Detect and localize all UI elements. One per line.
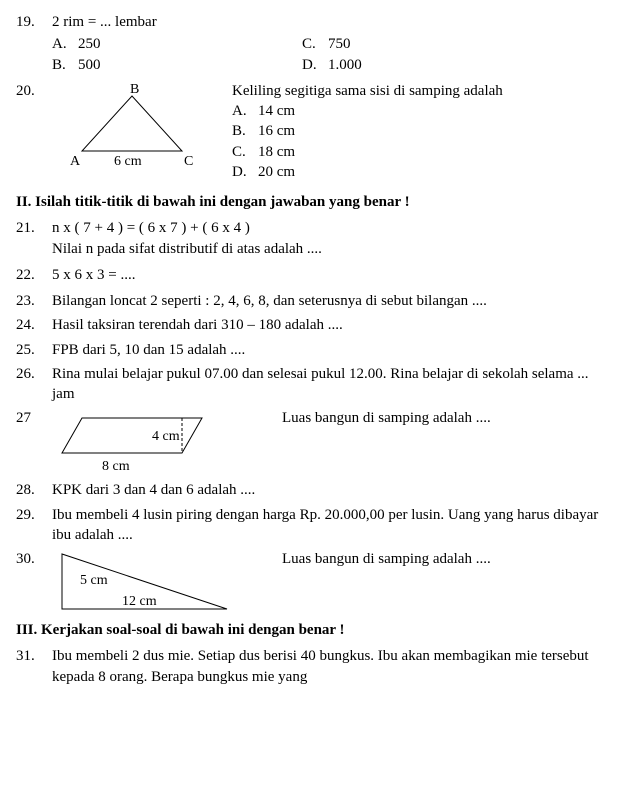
question-20: 20. B A C 6 cm Keliling segitiga sama si… (16, 81, 614, 182)
triangle-svg: B A C 6 cm (52, 81, 212, 171)
q19-optA-letter: A. (52, 34, 78, 54)
q21-number: 21. (16, 218, 52, 259)
q27-number: 27 (16, 408, 52, 428)
q19-optD-letter: D. (302, 55, 328, 75)
triangle-base: 6 cm (114, 154, 142, 169)
question-21: 21. n x ( 7 + 4 ) = ( 6 x 7 ) + ( 6 x 4 … (16, 218, 614, 259)
q20-prompt: Keliling segitiga sama sisi di samping a… (232, 81, 614, 101)
q19-number: 19. (16, 12, 52, 32)
right-triangle-svg: 5 cm 12 cm (52, 549, 242, 624)
q19-optC-letter: C. (302, 34, 328, 54)
q20-optC-letter: C. (232, 142, 258, 162)
q20-optD-letter: D. (232, 162, 258, 182)
triangle-label-A: A (70, 154, 81, 169)
q22-number: 22. (16, 265, 52, 285)
question-23: 23. Bilangan loncat 2 seperti : 2, 4, 6,… (16, 291, 614, 311)
q20-triangle: B A C 6 cm (52, 81, 232, 171)
question-27: 27 4 cm 8 cm Luas bangun di samping adal… (16, 408, 614, 478)
q20-optA-val: 14 cm (258, 101, 295, 121)
question-29: 29. Ibu membeli 4 lusin piring dengan ha… (16, 505, 614, 546)
q28-text: KPK dari 3 dan 4 dan 6 adalah .... (52, 480, 614, 500)
q19-optB-val: 500 (78, 55, 101, 75)
q19-optC-val: 750 (328, 34, 351, 54)
q25-text: FPB dari 5, 10 dan 15 adalah .... (52, 340, 614, 360)
triangle-label-C: C (184, 154, 193, 169)
q19-optA-val: 250 (78, 34, 101, 54)
question-31: 31. Ibu membeli 2 dus mie. Setiap dus be… (16, 646, 614, 687)
q21-line2: Nilai n pada sifat distributif di atas a… (52, 239, 614, 259)
q24-number: 24. (16, 315, 52, 335)
q19-options: A. 250 C. 750 B. 500 D. 1.000 (52, 34, 614, 75)
q23-number: 23. (16, 291, 52, 311)
q29-text: Ibu membeli 4 lusin piring dengan harga … (52, 505, 614, 546)
triangle-label-B: B (130, 82, 139, 97)
parallelogram-height: 4 cm (152, 429, 180, 444)
q30-prompt: Luas bangun di samping adalah .... (282, 549, 614, 569)
q20-optA-letter: A. (232, 101, 258, 121)
parallelogram-svg: 4 cm 8 cm (52, 408, 222, 478)
q20-optB-letter: B. (232, 121, 258, 141)
q19-optB-letter: B. (52, 55, 78, 75)
q20-optD-val: 20 cm (258, 162, 295, 182)
q20-optC-val: 18 cm (258, 142, 295, 162)
q19-text: 2 rim = ... lembar (52, 12, 614, 32)
question-28: 28. KPK dari 3 dan 4 dan 6 adalah .... (16, 480, 614, 500)
q26-number: 26. (16, 364, 52, 405)
parallelogram-base: 8 cm (102, 459, 130, 474)
question-22: 22. 5 x 6 x 3 = .... (16, 265, 614, 285)
q30-number: 30. (16, 549, 52, 569)
q20-optB-val: 16 cm (258, 121, 295, 141)
q19-optD-val: 1.000 (328, 55, 362, 75)
q21-line1: n x ( 7 + 4 ) = ( 6 x 7 ) + ( 6 x 4 ) (52, 218, 614, 238)
q27-prompt: Luas bangun di samping adalah .... (282, 408, 614, 428)
section-II-heading: II. Isilah titik-titik di bawah ini deng… (16, 192, 614, 212)
q26-text: Rina mulai belajar pukul 07.00 dan seles… (52, 364, 614, 405)
triangle-hyp: 5 cm (80, 573, 108, 588)
section-III-heading: III. Kerjakan soal-soal di bawah ini den… (16, 620, 614, 640)
q28-number: 28. (16, 480, 52, 500)
question-25: 25. FPB dari 5, 10 dan 15 adalah .... (16, 340, 614, 360)
question-24: 24. Hasil taksiran terendah dari 310 – 1… (16, 315, 614, 335)
question-19: 19. 2 rim = ... lembar (16, 12, 614, 32)
q22-text: 5 x 6 x 3 = .... (52, 265, 614, 285)
question-26: 26. Rina mulai belajar pukul 07.00 dan s… (16, 364, 614, 405)
q29-number: 29. (16, 505, 52, 546)
q25-number: 25. (16, 340, 52, 360)
q20-number: 20. (16, 81, 52, 101)
triangle-base: 12 cm (122, 594, 157, 609)
q31-number: 31. (16, 646, 52, 687)
question-30: 30. 5 cm 12 cm Luas bangun di samping ad… (16, 549, 614, 624)
q23-text: Bilangan loncat 2 seperti : 2, 4, 6, 8, … (52, 291, 614, 311)
q24-text: Hasil taksiran terendah dari 310 – 180 a… (52, 315, 614, 335)
q31-text: Ibu membeli 2 dus mie. Setiap dus berisi… (52, 646, 614, 687)
